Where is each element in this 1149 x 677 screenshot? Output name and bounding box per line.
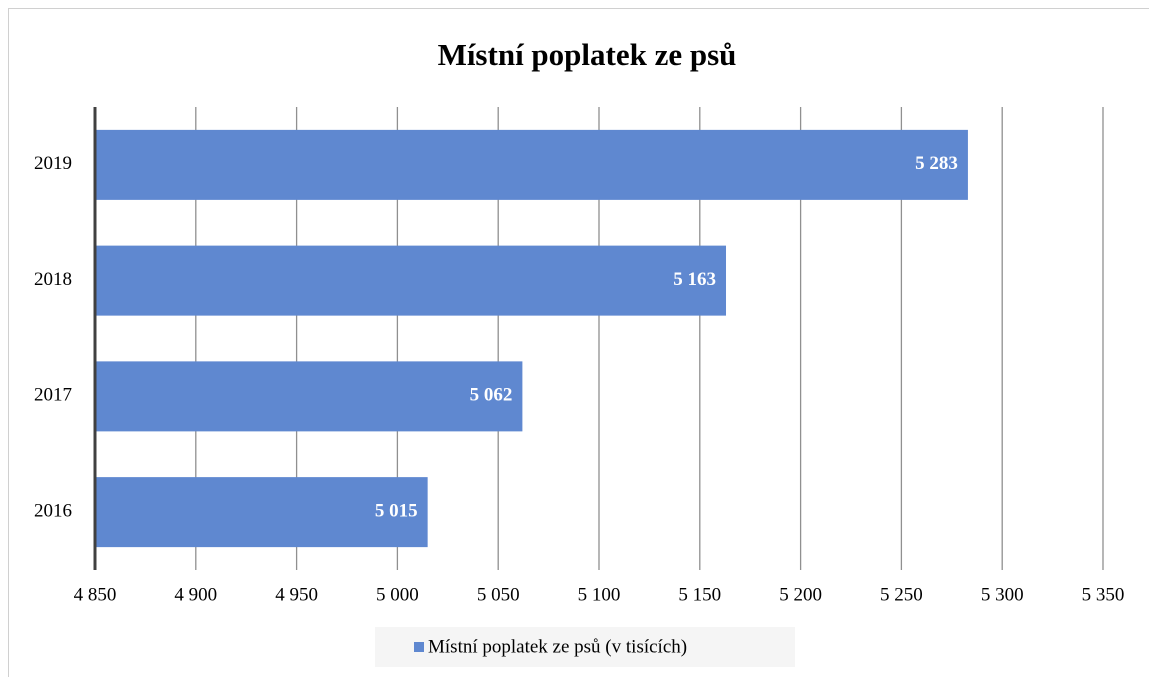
x-tick-label: 5 300 [981, 584, 1024, 605]
chart-title: Místní poplatek ze psů [438, 37, 737, 72]
y-tick-label: 2017 [34, 385, 72, 406]
bar [95, 361, 523, 432]
x-tick-label: 5 100 [578, 584, 621, 605]
bar [95, 129, 968, 200]
chart-border [8, 8, 1149, 677]
y-tick-label: 2018 [34, 269, 72, 290]
bar [95, 477, 428, 548]
legend-swatch [414, 642, 424, 652]
y-tick-label: 2019 [34, 153, 72, 174]
legend-label: Místní poplatek ze psů (v tisících) [428, 636, 687, 657]
y-tick-label: 2016 [34, 500, 72, 521]
data-label: 5 163 [673, 269, 716, 290]
x-tick-label: 5 250 [880, 584, 923, 605]
x-tick-label: 5 000 [376, 584, 419, 605]
legend-box [375, 627, 795, 667]
x-tick-label: 4 850 [74, 584, 117, 605]
data-label: 5 015 [375, 500, 418, 521]
x-tick-label: 4 950 [275, 584, 318, 605]
x-tick-label: 5 350 [1082, 584, 1125, 605]
x-tick-label: 5 200 [779, 584, 822, 605]
data-label: 5 062 [470, 385, 513, 406]
bar [95, 245, 727, 316]
x-tick-label: 5 050 [477, 584, 520, 605]
data-label: 5 283 [915, 153, 958, 174]
x-tick-label: 4 900 [174, 584, 217, 605]
x-tick-label: 5 150 [678, 584, 721, 605]
